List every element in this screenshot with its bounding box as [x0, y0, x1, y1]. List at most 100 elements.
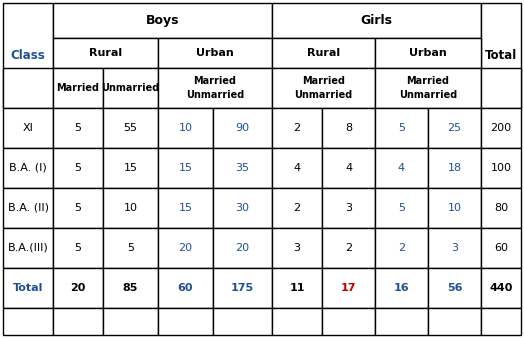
- Text: 30: 30: [235, 203, 249, 213]
- Bar: [3, 3, 53, 108]
- Text: 5: 5: [74, 123, 82, 133]
- Text: Total: Total: [485, 49, 517, 62]
- Bar: [103, 108, 158, 148]
- Bar: [375, 108, 428, 148]
- Text: 16: 16: [394, 283, 409, 293]
- Text: B.A.(III): B.A.(III): [8, 243, 48, 253]
- Bar: [213, 188, 272, 228]
- Text: Married: Married: [193, 76, 236, 86]
- Bar: [213, 148, 272, 188]
- Bar: [272, 108, 322, 148]
- Bar: [213, 308, 272, 335]
- Bar: [53, 188, 103, 228]
- Bar: [3, 308, 53, 335]
- Text: 5: 5: [74, 203, 82, 213]
- Bar: [3, 108, 53, 148]
- Bar: [103, 268, 158, 308]
- Bar: [375, 188, 428, 228]
- Text: 4: 4: [345, 163, 352, 173]
- Text: 15: 15: [179, 163, 192, 173]
- Text: 100: 100: [490, 163, 511, 173]
- Text: 20: 20: [235, 243, 249, 253]
- Bar: [272, 148, 322, 188]
- Text: 35: 35: [235, 163, 249, 173]
- Text: Rural: Rural: [89, 48, 122, 58]
- Bar: [375, 228, 428, 268]
- Text: B.A. (I): B.A. (I): [9, 163, 47, 173]
- Text: 3: 3: [293, 243, 300, 253]
- Bar: [3, 268, 53, 308]
- Bar: [375, 68, 481, 108]
- Bar: [272, 68, 375, 108]
- Text: Class: Class: [10, 49, 46, 62]
- Bar: [322, 148, 375, 188]
- Text: Unmarried: Unmarried: [101, 83, 160, 93]
- Bar: [53, 268, 103, 308]
- Bar: [322, 228, 375, 268]
- Bar: [481, 3, 521, 108]
- Bar: [158, 108, 213, 148]
- Bar: [158, 68, 272, 108]
- Bar: [213, 228, 272, 268]
- Text: Girls: Girls: [361, 14, 392, 27]
- Text: 4: 4: [398, 163, 405, 173]
- Text: XI: XI: [23, 123, 34, 133]
- Bar: [322, 108, 375, 148]
- Text: Urban: Urban: [196, 48, 234, 58]
- Bar: [428, 148, 481, 188]
- Text: 55: 55: [124, 123, 137, 133]
- Text: 90: 90: [235, 123, 249, 133]
- Bar: [481, 68, 521, 108]
- Bar: [481, 268, 521, 308]
- Text: 56: 56: [447, 283, 462, 293]
- Text: 10: 10: [179, 123, 192, 133]
- Bar: [103, 68, 158, 108]
- Text: 175: 175: [231, 283, 254, 293]
- Bar: [322, 188, 375, 228]
- Text: 8: 8: [345, 123, 352, 133]
- Text: 15: 15: [124, 163, 137, 173]
- Text: 3: 3: [451, 243, 458, 253]
- Bar: [3, 148, 53, 188]
- Bar: [481, 188, 521, 228]
- Text: Boys: Boys: [146, 14, 179, 27]
- Bar: [158, 188, 213, 228]
- Bar: [53, 38, 158, 68]
- Bar: [322, 268, 375, 308]
- Text: 10: 10: [447, 203, 462, 213]
- Text: 2: 2: [293, 123, 301, 133]
- Text: Married: Married: [302, 76, 345, 86]
- Bar: [481, 148, 521, 188]
- Text: 20: 20: [179, 243, 192, 253]
- Text: Total: Total: [13, 283, 43, 293]
- Text: Unmarried: Unmarried: [399, 90, 457, 100]
- Bar: [213, 108, 272, 148]
- Bar: [428, 188, 481, 228]
- Text: Married: Married: [407, 76, 450, 86]
- Text: Urban: Urban: [409, 48, 447, 58]
- Text: 2: 2: [293, 203, 301, 213]
- Bar: [3, 228, 53, 268]
- Text: 200: 200: [490, 123, 511, 133]
- Bar: [375, 38, 481, 68]
- Text: 60: 60: [494, 243, 508, 253]
- Bar: [375, 148, 428, 188]
- Bar: [428, 108, 481, 148]
- Text: B.A. (II): B.A. (II): [7, 203, 49, 213]
- Text: 20: 20: [70, 283, 86, 293]
- Bar: [3, 68, 53, 108]
- Text: 17: 17: [341, 283, 356, 293]
- Text: 18: 18: [447, 163, 462, 173]
- Bar: [103, 308, 158, 335]
- Bar: [481, 108, 521, 148]
- Text: 440: 440: [489, 283, 512, 293]
- Text: 5: 5: [398, 123, 405, 133]
- Text: Married: Married: [57, 83, 100, 93]
- Text: 15: 15: [179, 203, 192, 213]
- Bar: [103, 228, 158, 268]
- Text: Unmarried: Unmarried: [186, 90, 244, 100]
- Bar: [428, 308, 481, 335]
- Bar: [158, 268, 213, 308]
- Bar: [272, 308, 322, 335]
- Bar: [272, 188, 322, 228]
